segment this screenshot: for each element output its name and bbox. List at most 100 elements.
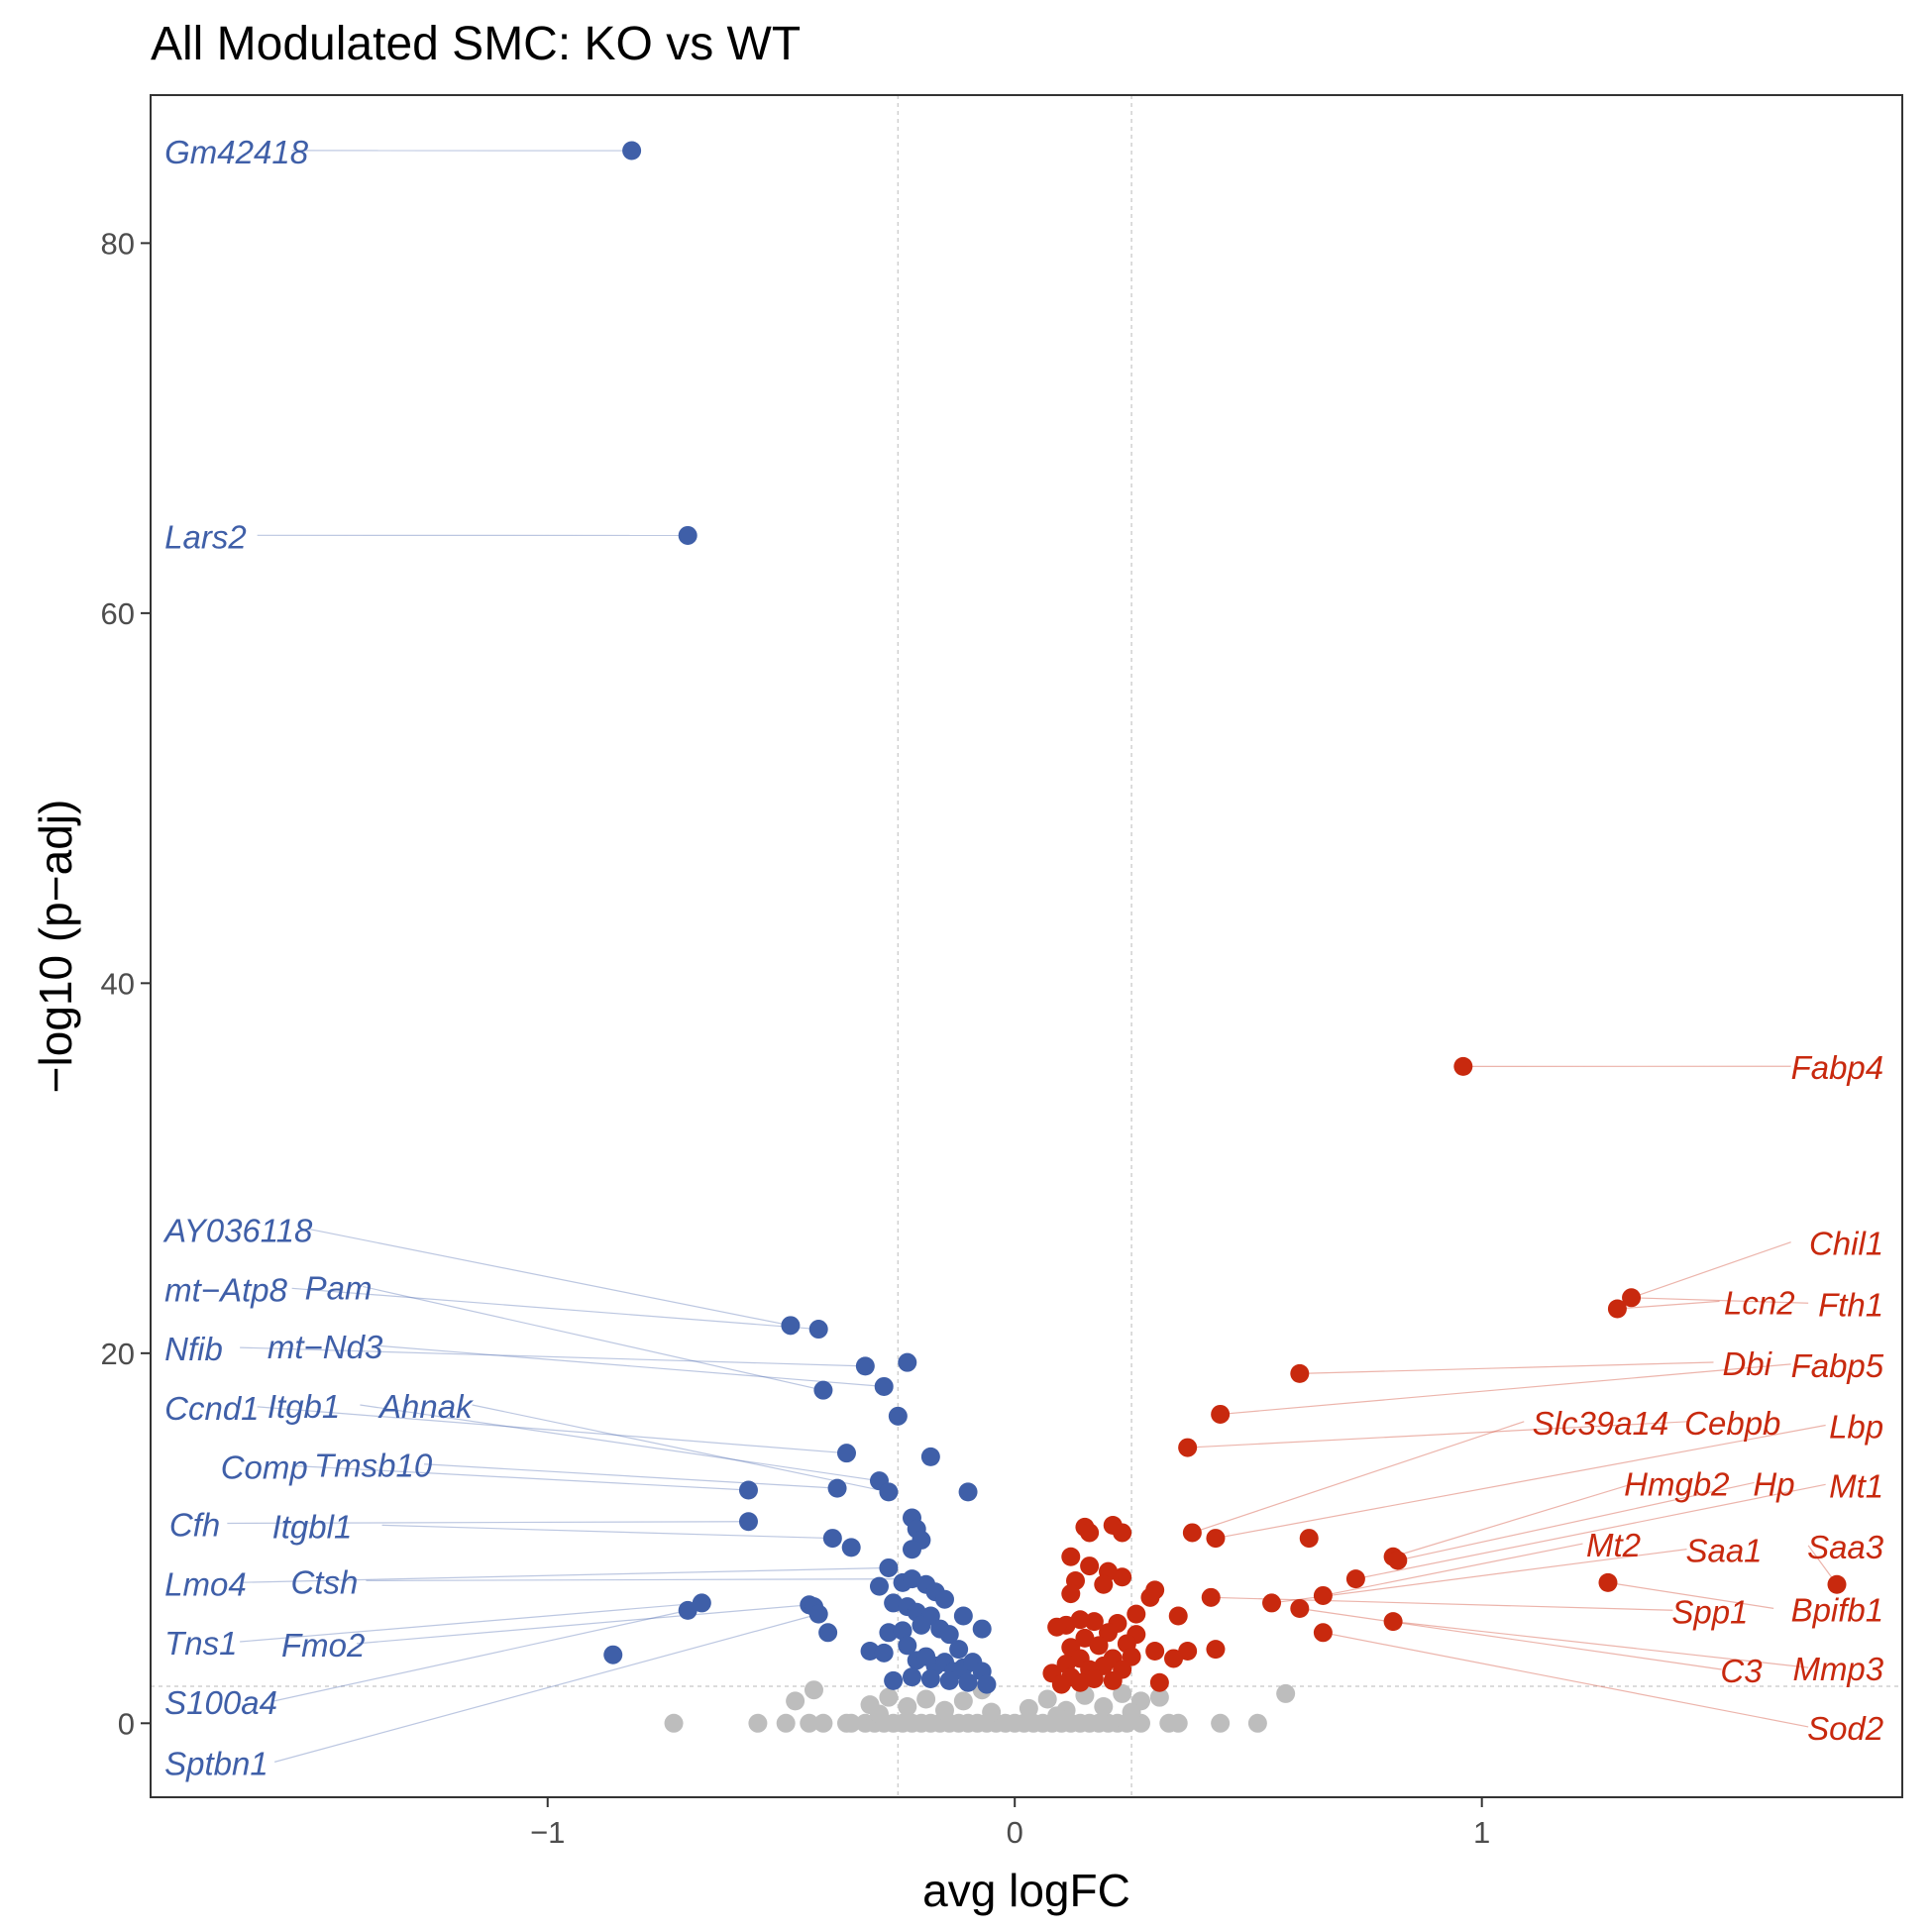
label-connector — [1323, 1543, 1583, 1597]
gene-label: Fabp5 — [1791, 1347, 1884, 1384]
point-down — [874, 1376, 894, 1396]
point-up — [1345, 1569, 1365, 1589]
label-connector — [309, 1228, 792, 1327]
point-down — [879, 1623, 899, 1643]
point-ns — [813, 1713, 833, 1733]
label-connectors — [227, 150, 1838, 1763]
label-connector — [362, 1285, 824, 1391]
point-ns — [1019, 1698, 1038, 1718]
point-up — [1122, 1647, 1141, 1666]
point-up — [1383, 1612, 1403, 1632]
point-up — [1290, 1363, 1310, 1383]
label-connector — [381, 1524, 833, 1540]
point-up — [1313, 1585, 1333, 1605]
label-connector — [1355, 1483, 1826, 1580]
point-down — [822, 1529, 842, 1549]
label-connector — [1215, 1424, 1826, 1540]
point-down — [934, 1589, 954, 1609]
y-tick-label: 20 — [101, 1337, 135, 1371]
gene-label: Itgb1 — [268, 1388, 340, 1425]
y-tick-label: 40 — [101, 966, 135, 1001]
gene-label: Spp1 — [1671, 1593, 1748, 1630]
point-up — [1206, 1640, 1226, 1660]
point-up — [1094, 1574, 1114, 1594]
point-ns — [1113, 1683, 1132, 1703]
label-connector — [366, 1578, 912, 1581]
point-up — [1168, 1606, 1188, 1626]
point-up — [1113, 1523, 1132, 1543]
label-connector — [1397, 1481, 1755, 1561]
point-up — [1178, 1641, 1198, 1661]
point-ns — [1047, 1706, 1067, 1726]
point-up — [1051, 1674, 1071, 1694]
point-down — [920, 1668, 940, 1688]
point-ns — [1211, 1713, 1231, 1733]
label-connector — [240, 1566, 889, 1583]
point-up — [1299, 1529, 1319, 1549]
point-down — [827, 1478, 847, 1498]
point-down — [977, 1674, 997, 1694]
point-up — [1182, 1523, 1202, 1543]
point-up — [1061, 1547, 1081, 1566]
point-ns — [1094, 1696, 1114, 1716]
point-down — [958, 1672, 978, 1692]
point-ns — [776, 1713, 796, 1733]
gene-label: Lars2 — [164, 518, 247, 555]
point-ns — [898, 1696, 917, 1716]
point-down — [939, 1670, 959, 1690]
point-ns — [916, 1689, 936, 1709]
label-connector — [274, 1609, 689, 1702]
point-up — [1164, 1649, 1184, 1668]
gene-label: AY036118 — [162, 1213, 313, 1249]
x-tick-label: 1 — [1473, 1815, 1490, 1850]
gene-label: Itgbl1 — [272, 1508, 353, 1545]
point-down — [888, 1406, 908, 1426]
gene-label: Fabp4 — [1791, 1049, 1884, 1086]
point-down — [939, 1625, 959, 1645]
gene-label: Comp — [221, 1449, 308, 1486]
y-tick-label: 60 — [101, 596, 135, 631]
label-connector — [1271, 1549, 1687, 1604]
point-down — [893, 1621, 912, 1641]
point-up — [1145, 1641, 1165, 1661]
point-up — [1099, 1623, 1119, 1643]
label-connector — [1192, 1421, 1525, 1534]
point-down — [818, 1623, 838, 1643]
label-connector — [1299, 1607, 1722, 1670]
gene-label: Bpifb1 — [1791, 1591, 1884, 1628]
point-up — [1080, 1523, 1100, 1543]
point-up — [1070, 1672, 1090, 1692]
label-connector — [1617, 1300, 1720, 1310]
label-connector — [360, 1404, 880, 1482]
point-up — [1607, 1299, 1627, 1319]
point-ns — [1149, 1687, 1169, 1707]
point-ns — [879, 1687, 899, 1707]
label-connector — [376, 1344, 885, 1388]
chart-title: All Modulated SMC: KO vs WT — [151, 18, 801, 70]
point-down — [953, 1606, 973, 1626]
gene-label: Fth1 — [1818, 1286, 1883, 1323]
point-ns — [982, 1702, 1002, 1722]
label-connector — [1220, 1363, 1791, 1416]
label-connector — [291, 1287, 819, 1331]
point-down — [902, 1540, 921, 1559]
gene-label: Pam — [305, 1269, 373, 1306]
label-connector — [227, 1521, 749, 1525]
gene-label: Tns1 — [164, 1625, 237, 1662]
gene-label: mt−Nd3 — [268, 1329, 383, 1365]
point-down — [874, 1643, 894, 1663]
point-down — [902, 1667, 921, 1687]
point-ns — [841, 1713, 861, 1733]
point-up — [1084, 1612, 1104, 1632]
label-connector — [1299, 1361, 1714, 1374]
gene-label: Mt1 — [1829, 1467, 1883, 1504]
point-ns — [1037, 1689, 1057, 1709]
point-down — [808, 1320, 828, 1340]
label-connector — [1187, 1421, 1688, 1449]
gene-label: C3 — [1720, 1653, 1763, 1689]
gene-label: Lcn2 — [1724, 1284, 1795, 1321]
label-connector — [1323, 1632, 1809, 1728]
point-up — [1313, 1623, 1333, 1643]
point-up — [1388, 1551, 1408, 1570]
